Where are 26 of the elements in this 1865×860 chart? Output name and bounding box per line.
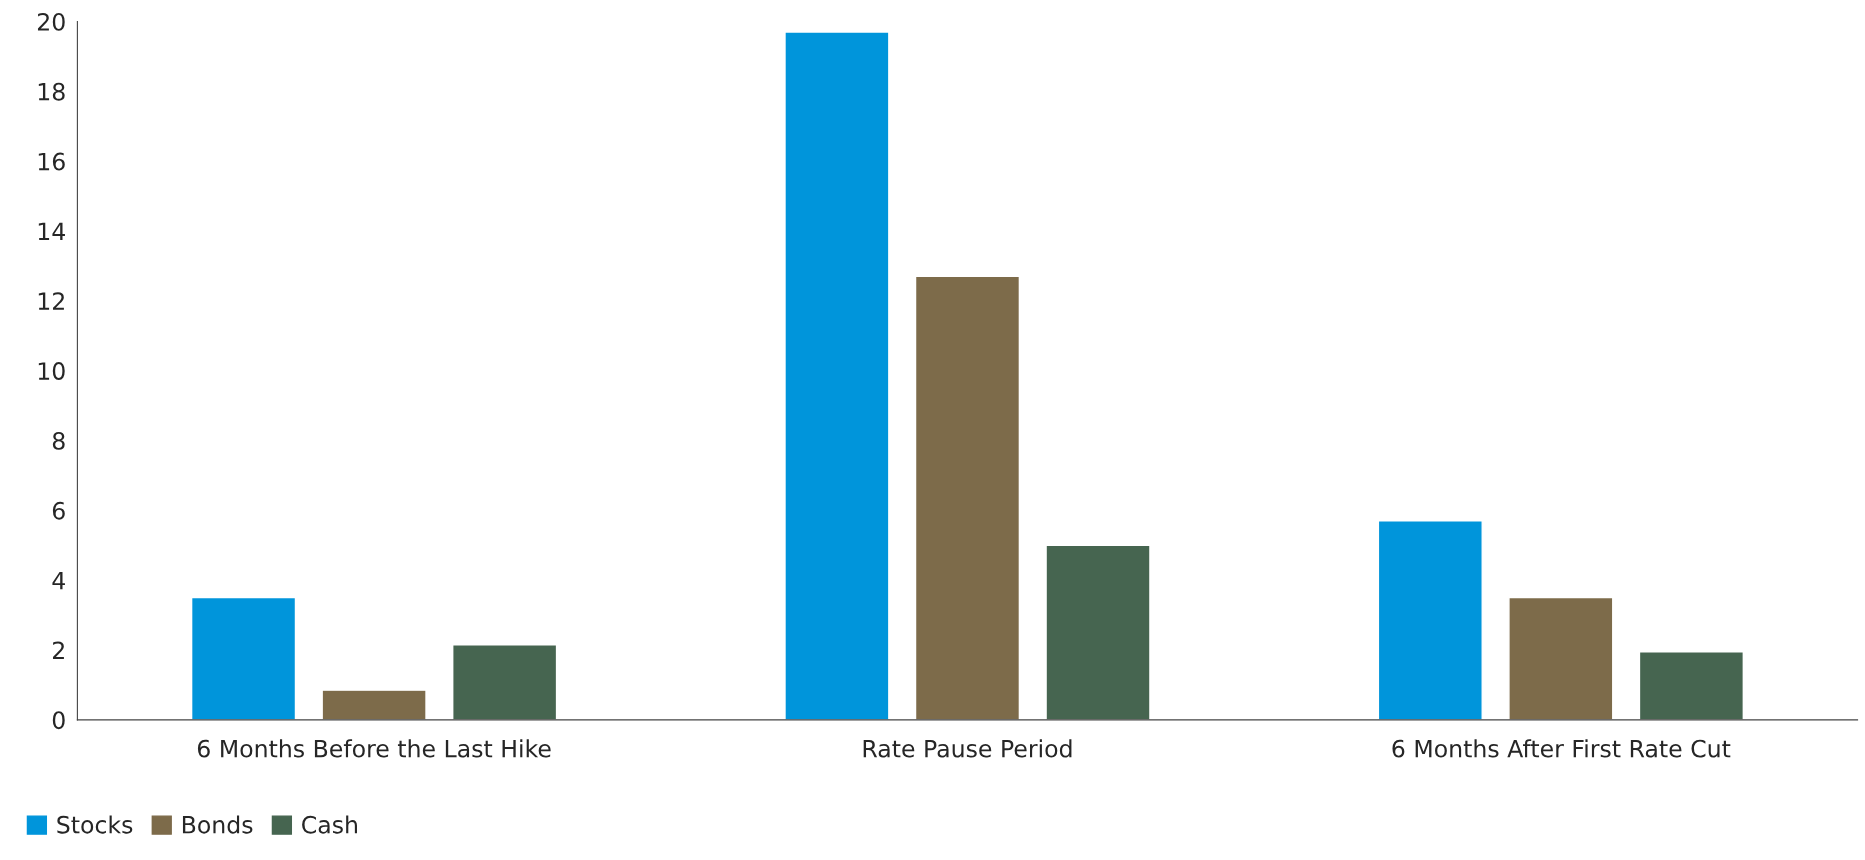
legend-label: Stocks <box>57 815 133 834</box>
bar <box>1508 596 1614 720</box>
bar <box>784 31 890 720</box>
x-tick-label: Rate Pause Period <box>863 739 1072 758</box>
y-tick-label: 10 <box>38 362 65 380</box>
y-tick-label: 14 <box>38 222 65 240</box>
bar <box>914 275 1021 720</box>
bar <box>1377 520 1483 720</box>
legend-label: Cash <box>302 815 357 834</box>
legend-label: Bonds <box>182 815 253 834</box>
y-tick-label: 2 <box>52 641 64 659</box>
bar <box>1045 544 1151 720</box>
bar <box>321 689 427 720</box>
bar <box>190 596 297 720</box>
y-tick-label: 18 <box>38 82 65 101</box>
y-tick-label: 16 <box>38 152 65 171</box>
y-tick-label: 4 <box>52 571 65 590</box>
y-tick-label: 8 <box>52 431 65 450</box>
x-tick-label: 6 Months After First Rate Cut <box>1392 739 1731 758</box>
y-tick-label: 20 <box>37 12 65 31</box>
x-tick-label: 6 Months Before the Last Hike <box>197 739 551 758</box>
y-tick-label: 6 <box>52 501 65 520</box>
y-tick-label: 12 <box>38 292 64 310</box>
bar <box>452 644 558 720</box>
y-tick-label: 0 <box>52 711 65 730</box>
bar <box>1638 651 1745 720</box>
